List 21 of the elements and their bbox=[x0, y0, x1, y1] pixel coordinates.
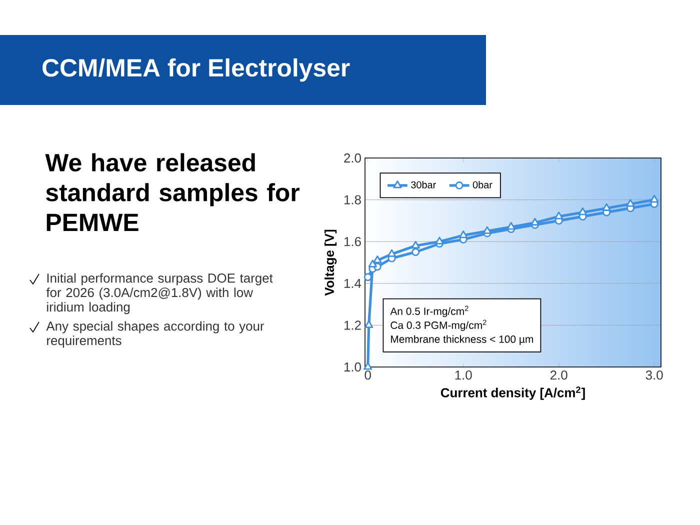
x-tick-label: 2.0 bbox=[550, 370, 568, 380]
annotation: An 0.5 Ir-mg/cm$^{2}$ bbox=[390, 306, 468, 318]
x-tick-label: 1.0 bbox=[455, 370, 472, 380]
y-tick-label: 2.0 bbox=[344, 153, 361, 163]
y-tick-label: 1.0 bbox=[344, 362, 361, 372]
annotation: Ca 0.3 PGM-mg/cm$^{2}$ bbox=[390, 320, 486, 331]
x-axis-title: Current density [A/cm$^{2}$] bbox=[440, 386, 585, 400]
x-tick-label: 0 bbox=[364, 370, 371, 380]
legend-label: 30bar bbox=[411, 181, 436, 188]
text: Initial performance surpass DOE target for 2026 (3.0A/cm2@1.8V) with low iridium loading bbox=[46, 273, 273, 314]
y-tick-label: 1.4 bbox=[344, 278, 362, 288]
y-tick-label: 1.8 bbox=[344, 195, 361, 204]
chart-title: CCM/MEA for Electrolyser bbox=[42, 58, 350, 82]
y-tick-label: 1.6 bbox=[344, 237, 361, 246]
legend-label: 0bar bbox=[472, 181, 492, 188]
y-axis-title: Voltage [V] bbox=[324, 230, 337, 296]
annotation: Membrane thickness < 100 µm bbox=[391, 335, 533, 345]
text: We have released standard samples for PEMWE bbox=[45, 153, 300, 232]
text: Any special shapes according to your requirements bbox=[46, 321, 264, 348]
y-tick-label: 1.2 bbox=[344, 320, 361, 330]
x-tick-label: 3.0 bbox=[646, 370, 663, 380]
